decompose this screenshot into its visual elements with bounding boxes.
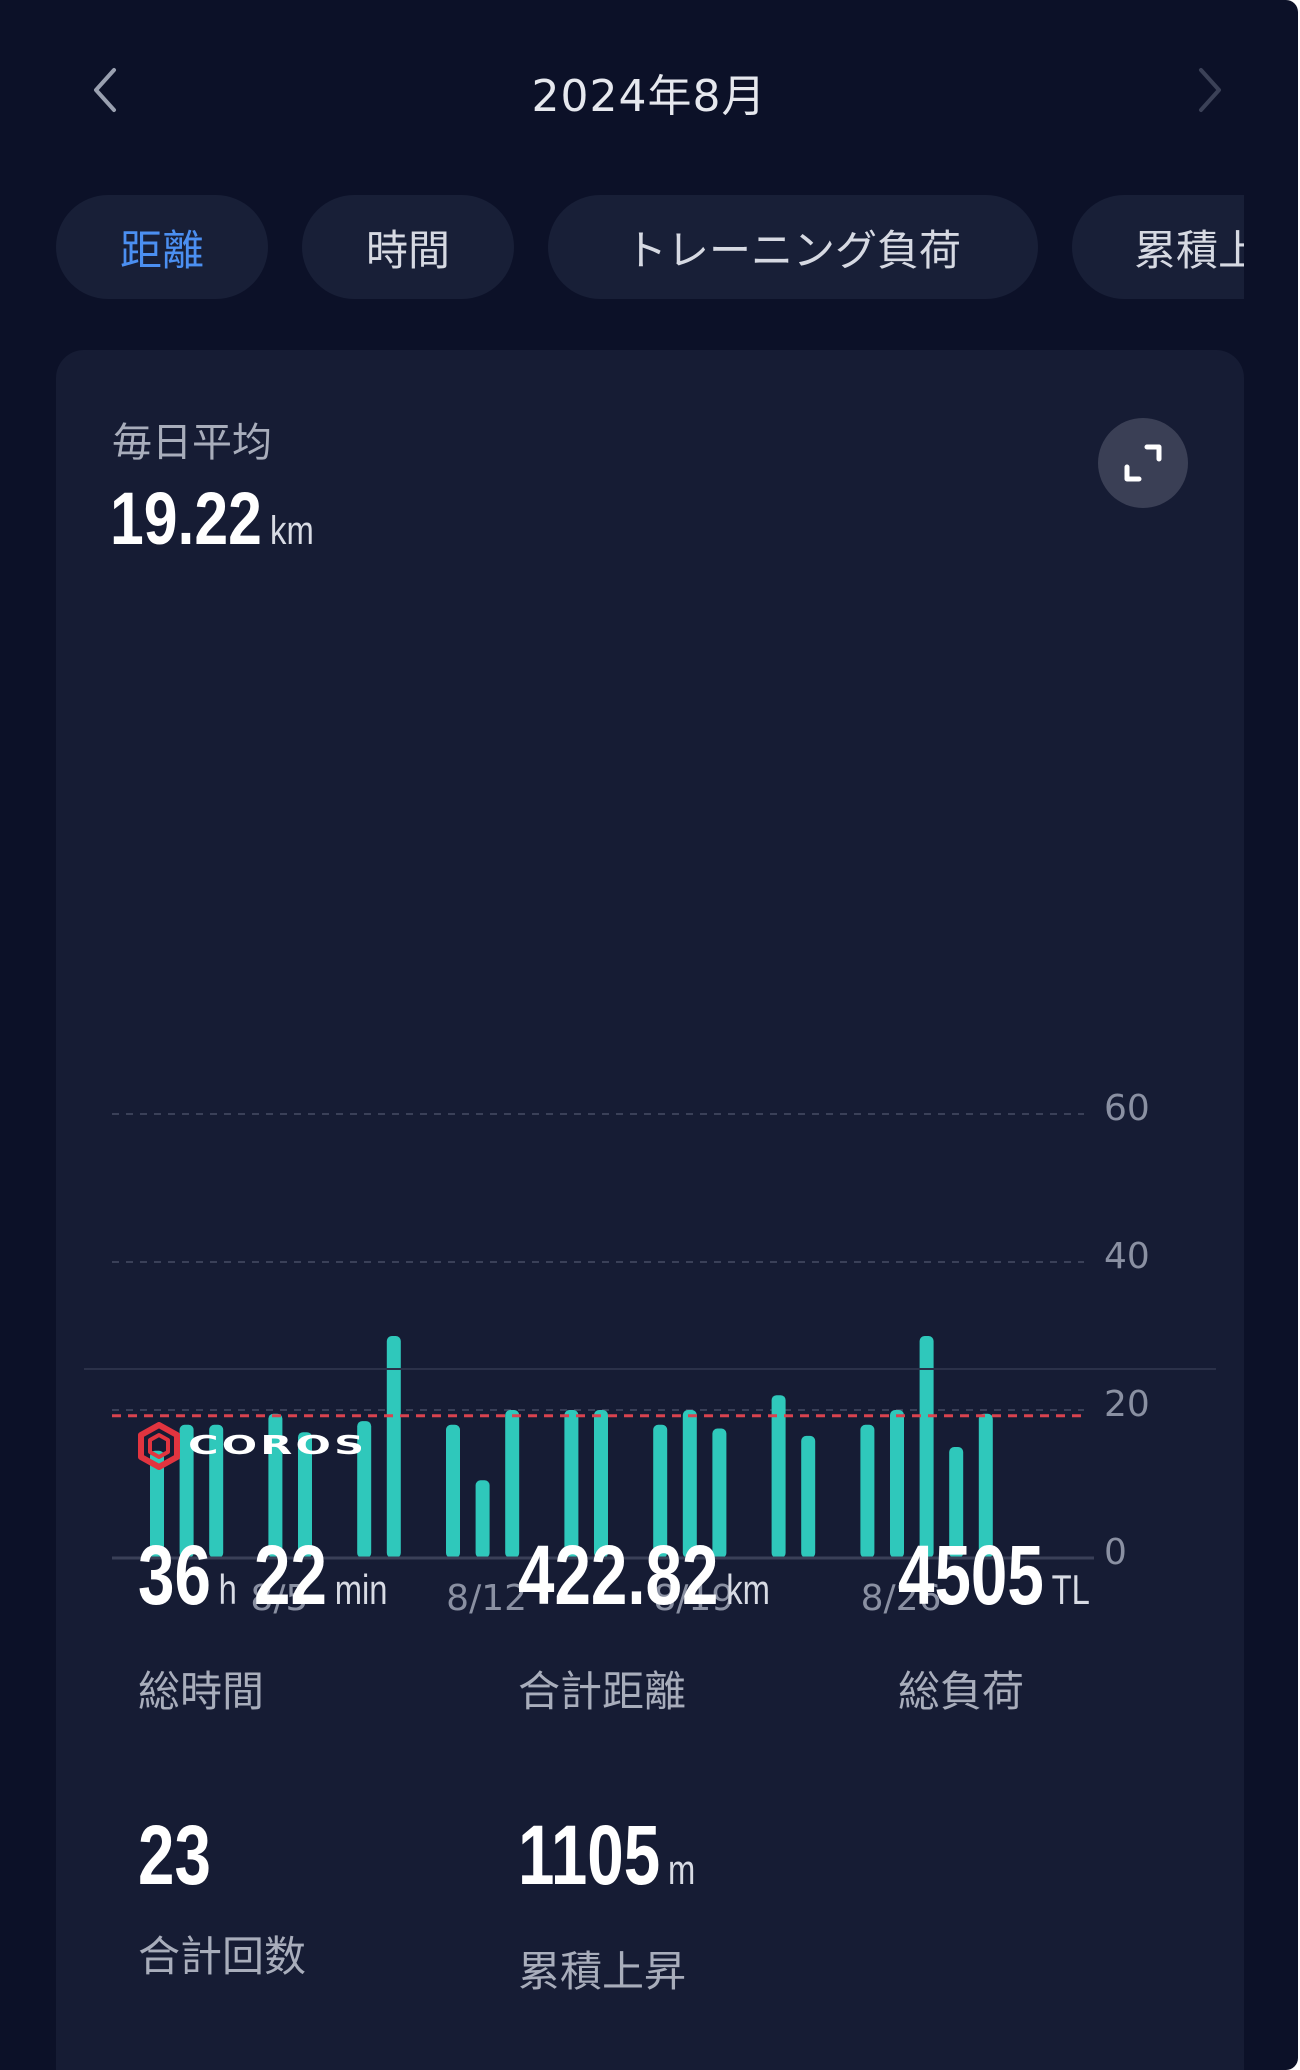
stat-total-load: 4505 TL 総負荷 [898,1525,1258,1719]
total-load-value: 4505 TL [898,1525,1179,1640]
y-tick-label-0: 0 [1104,1532,1127,1573]
bar-8-25 [860,1424,875,1558]
section-divider [84,1368,1216,1370]
chevron-right-icon [1199,68,1221,112]
total-ascent-value: 1105 m [518,1805,799,1920]
daily-average-label: 毎日平均 [112,420,272,466]
bar-8-16 [594,1410,608,1558]
daily-average-value: 19.22 km [110,476,314,561]
total-distance-number: 422.82 [518,1528,719,1622]
previous-month-button[interactable] [75,52,135,128]
bar-8-29 [978,1413,993,1558]
total-distance-value: 422.82 km [518,1525,799,1640]
x-tick-label-8-5: 8/5 [250,1578,308,1619]
total-time-hours: 36 [138,1528,211,1622]
total-time-label: 総時間 [138,1667,265,1716]
hours-unit: h [218,1566,237,1613]
total-time-minutes: 22 [254,1528,327,1622]
daily-average-number: 19.22 [110,477,262,560]
chart-svg: 0 20 40 60 8/5 8/12 8/19 8/26 [112,1088,1150,1619]
bar-8-15 [564,1410,579,1558]
bar-8-23 [801,1435,816,1558]
bar-8-20 [712,1428,727,1558]
stat-total-ascent: 1105 m 累積上昇 [518,1805,878,1999]
total-ascent-label: 累積上昇 [518,1947,687,1996]
x-tick-label-8-19: 8/19 [653,1578,734,1619]
x-tick-label-8-12: 8/12 [446,1578,527,1619]
tab-time[interactable]: 時間 [302,195,514,299]
bar-8-22 [771,1395,786,1558]
total-time-value: 36 h 22 min [138,1525,419,1640]
bar-8-5 [268,1413,283,1558]
metric-tabs: 距離 時間 トレーニング負荷 累積上 [56,195,1244,299]
expand-chart-button[interactable] [1098,418,1188,508]
x-tick-label-8-26: 8/26 [861,1578,942,1619]
bar-8-8 [357,1421,372,1558]
y-tick-label-20: 20 [1104,1384,1150,1425]
coros-logo: COROS [136,1422,364,1470]
chevron-left-icon [94,68,116,112]
tab-distance[interactable]: 距離 [56,195,268,299]
tab-training-load[interactable]: トレーニング負荷 [548,195,1038,299]
stat-total-time: 36 h 22 min 総時間 [138,1525,498,1719]
month-title: 2024年8月 [531,71,767,122]
minutes-unit: min [334,1566,388,1613]
bar-8-12 [475,1480,490,1558]
load-unit: TL [1051,1566,1090,1613]
daily-average-unit: km [270,509,314,553]
coros-hexagon-icon [138,1422,180,1470]
header: 2024年8月 [0,0,1298,180]
total-count-label: 合計回数 [138,1932,307,1981]
bar-8-11 [446,1424,460,1558]
total-count-number: 23 [138,1808,211,1902]
bar-8-28 [949,1447,964,1558]
bar-8-19 [682,1410,697,1558]
bar-8-27 [919,1336,934,1558]
bar-8-13 [505,1410,520,1558]
bar-8-26 [890,1410,904,1558]
stats-card: 毎日平均 19.22 km 0 20 40 60 8/5 8/12 8/19 8/26 CORO… [56,350,1244,2070]
expand-icon [1124,444,1162,482]
bar-8-9 [386,1336,401,1558]
distance-bar-chart: 0 20 40 60 8/5 8/12 8/19 8/26 [56,710,1244,1650]
bar-8-3 [209,1424,224,1558]
ascent-unit: m [667,1846,696,1893]
stat-total-count: 23 合計回数 [138,1805,498,1984]
distance-unit: km [726,1566,770,1613]
total-load-number: 4505 [898,1528,1044,1622]
y-tick-label-40: 40 [1104,1236,1150,1277]
total-count-value: 23 [138,1805,419,1905]
stat-total-distance: 422.82 km 合計距離 [518,1525,878,1719]
total-distance-label: 合計距離 [518,1667,687,1716]
next-month-button[interactable] [1180,52,1240,128]
y-tick-label-60: 60 [1104,1088,1150,1129]
total-ascent-number: 1105 [518,1808,661,1902]
total-load-label: 総負荷 [898,1667,1025,1716]
bar-8-18 [653,1424,668,1558]
brand-name: COROS [188,1431,368,1461]
bar-8-6 [298,1432,312,1558]
bar-8-2 [179,1424,194,1558]
bar-8-1 [150,1450,164,1558]
tab-cumulative-ascent[interactable]: 累積上 [1072,195,1244,299]
